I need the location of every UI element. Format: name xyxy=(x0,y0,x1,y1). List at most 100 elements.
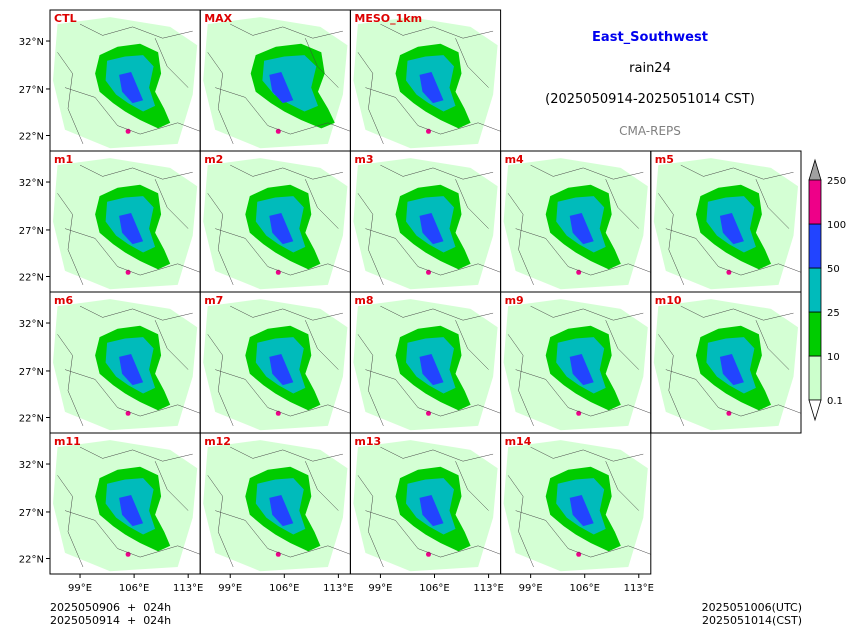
rain-50-100-area xyxy=(119,213,144,245)
border-line xyxy=(365,228,501,276)
rain-50-100-area xyxy=(569,495,594,527)
colorbar-segment xyxy=(808,311,822,357)
y-tick-label: 32°N xyxy=(19,460,44,471)
border-line xyxy=(79,23,193,39)
y-tick-label: 22°N xyxy=(19,131,44,142)
border-line xyxy=(530,305,644,321)
y-tick-label: 27°N xyxy=(19,367,44,378)
valid-cst-text: 2025051014(CST) xyxy=(702,614,802,627)
init-utc-text: 2025050906 + 024h xyxy=(50,601,172,614)
panel-label: MAX xyxy=(204,12,232,25)
border-line xyxy=(64,369,201,417)
border-line xyxy=(365,510,501,558)
border-line xyxy=(154,461,189,511)
x-tick-label: 99°E xyxy=(368,583,392,594)
map-panel: m12 xyxy=(199,432,351,575)
border-line xyxy=(507,193,534,285)
valid-time-footer: 2025051006(UTC) 2025051014(CST) xyxy=(702,601,802,627)
border-line xyxy=(755,179,790,229)
map-panel: m14 xyxy=(500,432,652,575)
border-line xyxy=(230,23,343,39)
map-panel: m9 xyxy=(500,291,652,434)
border-line xyxy=(154,179,189,229)
panel-label: m7 xyxy=(204,294,223,307)
map-panel: m4 xyxy=(500,150,652,293)
panel-frame xyxy=(500,432,652,575)
border-line xyxy=(365,87,501,135)
colorbar-segment xyxy=(808,355,822,401)
panel-label: m1 xyxy=(54,153,73,166)
border-line xyxy=(154,320,189,370)
border-line xyxy=(530,164,644,180)
border-line xyxy=(230,305,343,321)
panel-label: m13 xyxy=(354,435,381,448)
border-line xyxy=(57,52,84,144)
map-panel: m1 xyxy=(49,150,201,293)
border-line xyxy=(658,334,685,426)
rain-50-100-area xyxy=(269,354,294,386)
border-line xyxy=(57,193,84,285)
border-line xyxy=(755,320,790,370)
map-panel: m11 xyxy=(49,432,201,575)
border-line xyxy=(605,461,639,511)
x-tick-label: 106°E xyxy=(119,583,149,594)
border-line xyxy=(305,320,339,370)
map-panel: m6 xyxy=(49,291,201,434)
rain-50-100-area xyxy=(419,213,444,245)
border-line xyxy=(305,179,339,229)
border-line xyxy=(455,38,489,88)
border-line xyxy=(207,334,234,426)
border-line xyxy=(380,23,494,39)
rain-50-100-area xyxy=(569,213,594,245)
border-line xyxy=(455,461,489,511)
border-line xyxy=(207,193,234,285)
border-line xyxy=(380,446,494,462)
border-line xyxy=(305,461,339,511)
panel-label: m11 xyxy=(54,435,81,448)
border-line xyxy=(530,446,644,462)
border-line xyxy=(380,164,494,180)
border-line xyxy=(515,228,651,276)
colorbar-label: 0.1 xyxy=(827,396,843,407)
panel-label: m3 xyxy=(354,153,373,166)
border-line xyxy=(665,369,802,417)
rain-50-100-area xyxy=(569,354,594,386)
border-line xyxy=(507,334,534,426)
variable-title: rain24 xyxy=(629,61,671,76)
border-line xyxy=(305,38,339,88)
border-line xyxy=(64,510,201,558)
rain-25-50-area xyxy=(262,55,318,112)
panel-frame xyxy=(650,291,802,434)
panel-label: m12 xyxy=(204,435,231,448)
rain-50-100-area xyxy=(269,213,294,245)
map-panel: m3 xyxy=(349,150,502,293)
panel-label: CTL xyxy=(54,12,77,25)
rain-50-100-area xyxy=(269,495,294,527)
border-line xyxy=(357,475,384,568)
rain-50-100-area xyxy=(419,354,444,386)
x-tick-label: 113°E xyxy=(173,583,203,594)
border-line xyxy=(680,305,794,321)
border-line xyxy=(365,369,501,417)
border-line xyxy=(79,305,193,321)
map-panel: m7 xyxy=(199,291,351,434)
colorbar-extend-max xyxy=(808,158,822,181)
border-line xyxy=(207,475,234,568)
y-tick-label: 22°N xyxy=(19,413,44,424)
border-line xyxy=(455,320,489,370)
x-tick-label: 113°E xyxy=(473,583,503,594)
x-tick-label: 106°E xyxy=(419,583,449,594)
y-tick-label: 32°N xyxy=(19,178,44,189)
init-cst-text: 2025050914 + 024h xyxy=(50,614,172,627)
init-time-footer: 2025050906 + 024h 2025050914 + 024h xyxy=(50,601,171,627)
y-tick-label: 27°N xyxy=(19,85,44,96)
border-line xyxy=(215,87,351,135)
border-line xyxy=(357,334,384,426)
x-tick-label: 99°E xyxy=(68,583,92,594)
panel-label: MESO_1km xyxy=(354,12,422,25)
panel-label: m10 xyxy=(655,294,682,307)
colorbar-label: 250 xyxy=(827,176,846,187)
x-tick-label: 99°E xyxy=(519,583,543,594)
rain-50-100-area xyxy=(269,72,294,104)
